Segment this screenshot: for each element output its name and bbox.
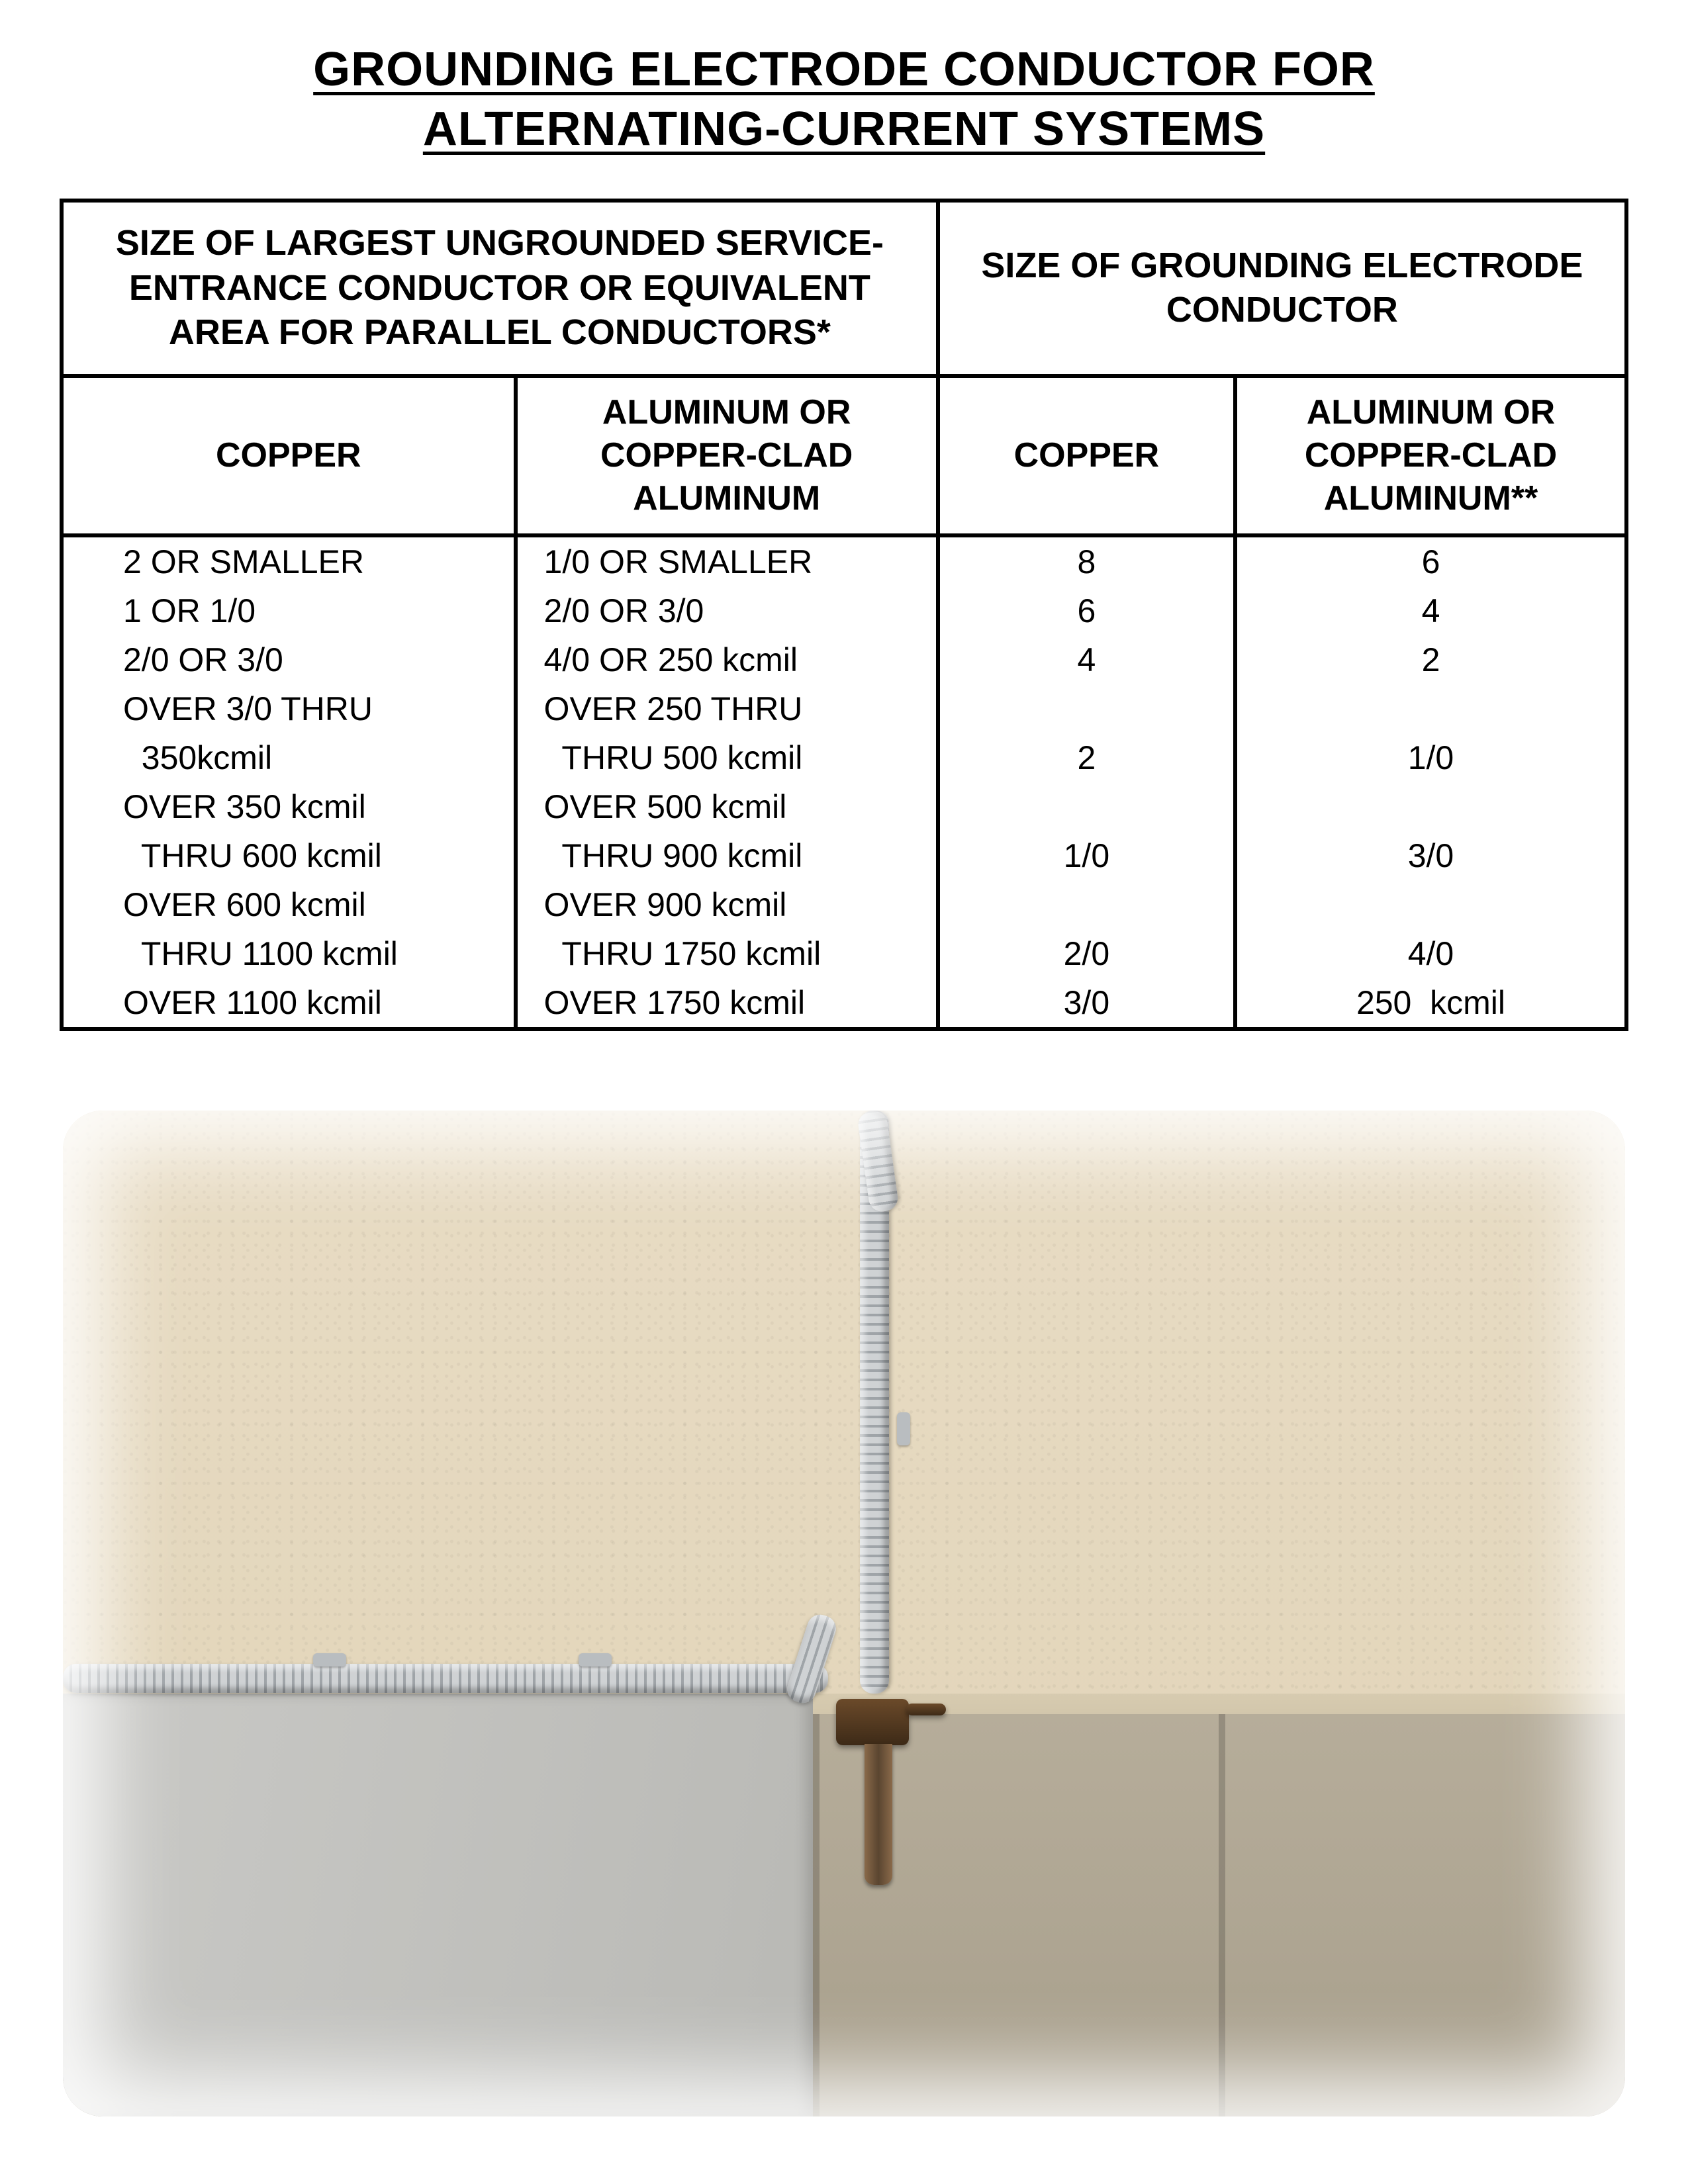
table-row: 6 bbox=[1237, 537, 1624, 586]
col1-list: 2 OR SMALLER1 OR 1/02/0 OR 3/0OVER 3/0 T… bbox=[64, 537, 514, 1027]
table-row: 8 bbox=[940, 537, 1233, 586]
title-line-2: ALTERNATING-CURRENT SYSTEMS bbox=[423, 103, 1265, 156]
table-row: OVER 1750 kcmil bbox=[544, 978, 936, 1027]
body-col4: 642 1/0 3/0 4/0250 kcmil bbox=[1235, 535, 1626, 1029]
photo-wall bbox=[63, 1111, 1625, 1734]
table-row bbox=[1237, 880, 1624, 929]
photo-clamp-bolt bbox=[906, 1704, 946, 1715]
table-row: 1/0 bbox=[940, 831, 1233, 880]
table-row: THRU 1750 kcmil bbox=[544, 929, 936, 978]
photo-joint-2 bbox=[1219, 1714, 1225, 2116]
table-row: OVER 900 kcmil bbox=[544, 880, 936, 929]
table-row: 1/0 OR SMALLER bbox=[544, 537, 936, 586]
subheader-c4: ALUMINUM OR COPPER-CLAD ALUMINUM** bbox=[1235, 376, 1626, 535]
table-row: 2/0 OR 3/0 bbox=[123, 635, 514, 684]
table-row: OVER 1100 kcmil bbox=[123, 978, 514, 1027]
grounding-photo bbox=[63, 1111, 1625, 2116]
table-row: OVER 350 kcmil bbox=[123, 782, 514, 831]
table-row: 2 OR SMALLER bbox=[123, 537, 514, 586]
subheader-c1-text: COPPER bbox=[64, 421, 514, 490]
title-line-1: GROUNDING ELECTRODE CONDUCTOR FOR bbox=[313, 43, 1375, 96]
header-right-text: SIZE OF GROUNDING ELECTRODE CONDUCTOR bbox=[940, 225, 1624, 351]
table-row: THRU 900 kcmil bbox=[544, 831, 936, 880]
table-row: THRU 600 kcmil bbox=[123, 831, 514, 880]
table-row bbox=[940, 684, 1233, 733]
table-row: 4/0 OR 250 kcmil bbox=[544, 635, 936, 684]
table-row: 2/0 bbox=[940, 929, 1233, 978]
table-row: 250 kcmil bbox=[1237, 978, 1624, 1027]
subheader-c2-text: ALUMINUM OR COPPER-CLAD ALUMINUM bbox=[518, 378, 936, 533]
col3-list: 864 2 1/0 2/03/0 bbox=[940, 537, 1233, 1027]
table-row: 3/0 bbox=[1237, 831, 1624, 880]
header-right: SIZE OF GROUNDING ELECTRODE CONDUCTOR bbox=[938, 201, 1626, 376]
table-row: 350kcmil bbox=[123, 733, 514, 782]
table-row: 4 bbox=[1237, 586, 1624, 635]
table-row: 2/0 OR 3/0 bbox=[544, 586, 936, 635]
table-row: THRU 500 kcmil bbox=[544, 733, 936, 782]
subheader-c4-text: ALUMINUM OR COPPER-CLAD ALUMINUM** bbox=[1237, 378, 1624, 533]
photo-wrap bbox=[60, 1111, 1628, 2116]
table-row: 2 bbox=[1237, 635, 1624, 684]
photo-concrete-slab bbox=[63, 1694, 813, 2116]
photo-ground-rod bbox=[865, 1744, 892, 1885]
col2-list: 1/0 OR SMALLER2/0 OR 3/04/0 OR 250 kcmil… bbox=[518, 537, 936, 1027]
subheader-c2: ALUMINUM OR COPPER-CLAD ALUMINUM bbox=[516, 376, 938, 535]
photo-strap-2 bbox=[579, 1653, 612, 1666]
photo-strap-1 bbox=[313, 1653, 346, 1666]
table-row: 1/0 bbox=[1237, 733, 1624, 782]
table-row bbox=[940, 880, 1233, 929]
table-row: 6 bbox=[940, 586, 1233, 635]
body-col3: 864 2 1/0 2/03/0 bbox=[938, 535, 1235, 1029]
subheader-c1: COPPER bbox=[62, 376, 516, 535]
table-row: OVER 250 THRU bbox=[544, 684, 936, 733]
table-row: OVER 500 kcmil bbox=[544, 782, 936, 831]
table-row: THRU 1100 kcmil bbox=[123, 929, 514, 978]
table-row: 1 OR 1/0 bbox=[123, 586, 514, 635]
page: GROUNDING ELECTRODE CONDUCTOR FOR ALTERN… bbox=[0, 0, 1688, 2184]
table-row: 4/0 bbox=[1237, 929, 1624, 978]
header-left: SIZE OF LARGEST UNGROUNDED SERVICE-ENTRA… bbox=[62, 201, 938, 376]
table-row: 2 bbox=[940, 733, 1233, 782]
table-row bbox=[1237, 684, 1624, 733]
page-title: GROUNDING ELECTRODE CONDUCTOR FOR ALTERN… bbox=[60, 40, 1628, 159]
gec-table: SIZE OF LARGEST UNGROUNDED SERVICE-ENTRA… bbox=[60, 199, 1628, 1031]
table-row bbox=[940, 782, 1233, 831]
photo-strap-3 bbox=[897, 1412, 910, 1445]
table-row: OVER 3/0 THRU bbox=[123, 684, 514, 733]
col4-list: 642 1/0 3/0 4/0250 kcmil bbox=[1237, 537, 1624, 1027]
table-row: 3/0 bbox=[940, 978, 1233, 1027]
body-col2: 1/0 OR SMALLER2/0 OR 3/04/0 OR 250 kcmil… bbox=[516, 535, 938, 1029]
subheader-c3: COPPER bbox=[938, 376, 1235, 535]
photo-conduit-horizontal bbox=[63, 1664, 828, 1693]
table-row: 4 bbox=[940, 635, 1233, 684]
header-left-text: SIZE OF LARGEST UNGROUNDED SERVICE-ENTRA… bbox=[64, 203, 936, 374]
table-row bbox=[1237, 782, 1624, 831]
photo-ground-clamp bbox=[836, 1699, 909, 1745]
table-row: OVER 600 kcmil bbox=[123, 880, 514, 929]
photo-joint-1 bbox=[813, 1714, 820, 2116]
subheader-c3-text: COPPER bbox=[940, 421, 1233, 490]
body-col1: 2 OR SMALLER1 OR 1/02/0 OR 3/0OVER 3/0 T… bbox=[62, 535, 516, 1029]
